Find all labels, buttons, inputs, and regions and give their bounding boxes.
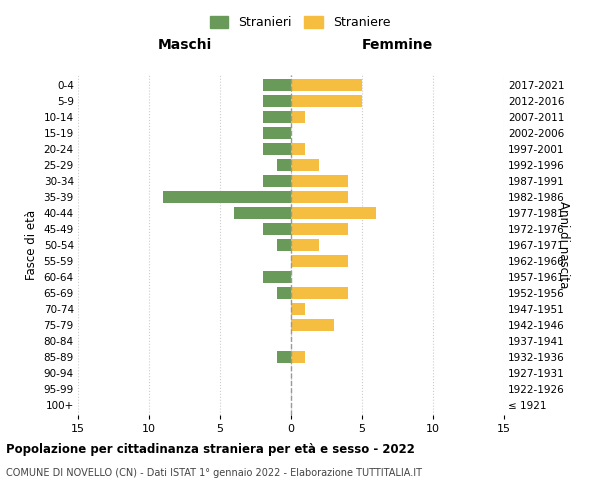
Y-axis label: Fasce di età: Fasce di età: [25, 210, 38, 280]
Text: Femmine: Femmine: [362, 38, 433, 52]
Bar: [291, 223, 348, 235]
Bar: [277, 239, 291, 251]
Bar: [263, 126, 291, 138]
Bar: [291, 78, 362, 90]
Bar: [291, 255, 348, 267]
Legend: Stranieri, Straniere: Stranieri, Straniere: [205, 11, 395, 34]
Bar: [291, 175, 348, 187]
Bar: [263, 143, 291, 155]
Bar: [291, 191, 348, 203]
Bar: [234, 207, 291, 219]
Bar: [263, 271, 291, 283]
Bar: [291, 319, 334, 331]
Bar: [277, 287, 291, 299]
Bar: [263, 78, 291, 90]
Bar: [291, 303, 305, 315]
Bar: [263, 110, 291, 122]
Bar: [277, 159, 291, 171]
Bar: [263, 223, 291, 235]
Text: Popolazione per cittadinanza straniera per età e sesso - 2022: Popolazione per cittadinanza straniera p…: [6, 442, 415, 456]
Bar: [263, 94, 291, 106]
Bar: [291, 287, 348, 299]
Bar: [263, 175, 291, 187]
Text: COMUNE DI NOVELLO (CN) - Dati ISTAT 1° gennaio 2022 - Elaborazione TUTTITALIA.IT: COMUNE DI NOVELLO (CN) - Dati ISTAT 1° g…: [6, 468, 422, 477]
Bar: [291, 351, 305, 364]
Bar: [291, 239, 319, 251]
Bar: [291, 110, 305, 122]
Bar: [291, 94, 362, 106]
Bar: [277, 351, 291, 364]
Bar: [291, 207, 376, 219]
Bar: [163, 191, 291, 203]
Bar: [291, 159, 319, 171]
Y-axis label: Anni di nascita: Anni di nascita: [557, 202, 571, 288]
Bar: [291, 143, 305, 155]
Text: Maschi: Maschi: [157, 38, 212, 52]
